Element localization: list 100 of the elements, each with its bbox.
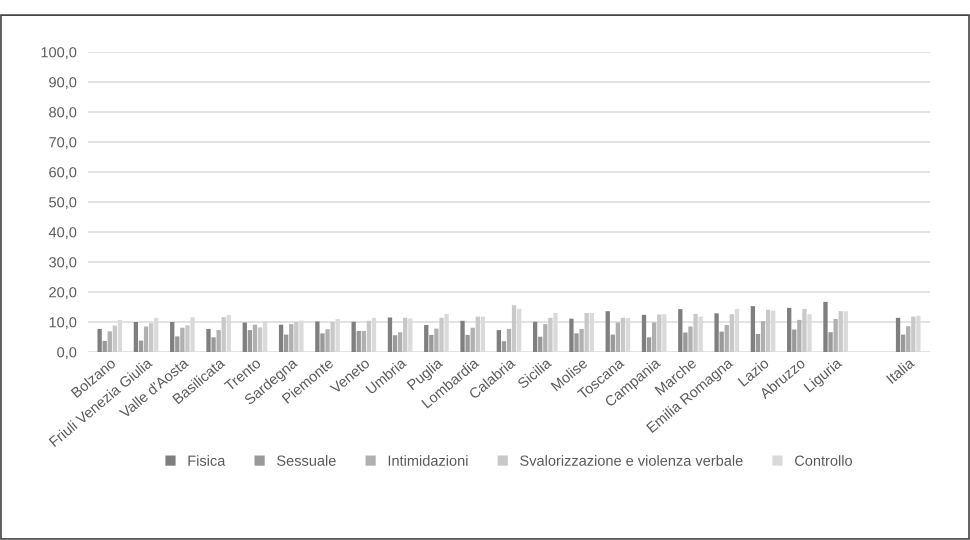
bar	[532, 322, 538, 352]
bar	[750, 306, 756, 352]
y-tick-label: 10,0	[50, 317, 76, 330]
bar	[97, 328, 102, 352]
bar	[403, 318, 408, 352]
bar	[693, 314, 698, 352]
bar	[838, 311, 843, 352]
bar	[289, 324, 294, 352]
y-tick-label: 20,0	[49, 287, 76, 300]
bar	[439, 318, 444, 352]
bar	[330, 322, 335, 352]
x-tick-label: Italia	[886, 356, 916, 384]
bar	[429, 334, 434, 352]
bar	[760, 321, 766, 352]
y-tick-label: 100,0	[42, 47, 76, 60]
bar	[496, 330, 501, 352]
bar	[216, 330, 221, 352]
bar	[476, 316, 480, 352]
bar	[170, 322, 174, 352]
bar	[424, 325, 428, 352]
bar	[642, 314, 646, 352]
bar	[906, 326, 910, 352]
bar	[388, 318, 392, 352]
bar	[502, 341, 506, 352]
bar	[222, 317, 226, 352]
bar	[506, 328, 512, 352]
bar	[512, 305, 516, 352]
bar	[258, 327, 262, 352]
y-tick-label: 40,0	[48, 227, 76, 240]
bar	[112, 326, 118, 352]
bar	[606, 311, 610, 352]
bar	[610, 334, 615, 352]
bar	[569, 318, 574, 352]
y-tick-label: 0,0	[57, 347, 76, 360]
bar	[720, 332, 724, 352]
bar	[211, 337, 216, 352]
y-tick-label: 30,0	[49, 257, 76, 270]
bar	[574, 333, 579, 352]
bar	[714, 313, 719, 352]
bar	[134, 322, 138, 352]
bar	[678, 309, 682, 352]
bar	[766, 310, 770, 352]
y-tick-label: 90,0	[49, 77, 76, 90]
bar	[102, 340, 107, 352]
bar	[206, 328, 211, 352]
bar	[756, 334, 760, 352]
bar	[325, 329, 330, 352]
bar	[828, 332, 833, 352]
legend-label: Controllo	[795, 455, 852, 466]
bar	[460, 320, 465, 352]
bar	[646, 337, 652, 352]
bar	[833, 319, 838, 352]
legend-label: Sessuale	[277, 455, 336, 466]
bar	[579, 328, 584, 352]
bar	[148, 323, 154, 352]
bar	[138, 340, 144, 352]
bar	[352, 322, 356, 352]
legend-label: Fisica	[188, 455, 226, 466]
bar	[584, 313, 589, 352]
bar	[900, 334, 906, 352]
bar	[465, 334, 470, 352]
bar	[823, 302, 828, 352]
bar	[470, 328, 475, 352]
bar	[180, 328, 185, 352]
bar	[294, 322, 298, 352]
bar	[398, 332, 402, 352]
bar	[683, 332, 688, 352]
bar	[616, 322, 620, 352]
bar	[248, 330, 252, 352]
bar	[730, 314, 734, 352]
bar	[278, 324, 284, 352]
bar	[620, 318, 626, 352]
legend-label: Svalorizzazione e violenza verbale	[520, 455, 743, 466]
bar	[185, 325, 190, 352]
bar	[543, 324, 548, 352]
bar	[366, 320, 372, 352]
bar	[315, 321, 320, 352]
bar	[911, 316, 916, 352]
bar	[144, 326, 148, 352]
bar	[797, 320, 802, 352]
y-tick-label: 60,0	[49, 167, 76, 180]
bar	[284, 334, 288, 352]
bar	[802, 309, 807, 352]
bar	[688, 326, 693, 352]
bar	[652, 322, 656, 352]
bar	[896, 318, 900, 352]
bar	[724, 325, 729, 352]
bar	[787, 308, 792, 352]
bar	[538, 336, 542, 352]
y-tick-label: 50,0	[49, 197, 76, 210]
bar	[657, 314, 662, 352]
bar	[252, 324, 258, 352]
y-tick-label: 80,0	[49, 107, 76, 120]
y-tick-label: 70,0	[49, 137, 76, 150]
bar	[320, 333, 325, 352]
bar	[108, 331, 112, 352]
bar	[792, 330, 796, 352]
bar	[242, 322, 247, 352]
bar	[362, 331, 366, 352]
legend-label: Intimidazioni	[388, 455, 468, 466]
